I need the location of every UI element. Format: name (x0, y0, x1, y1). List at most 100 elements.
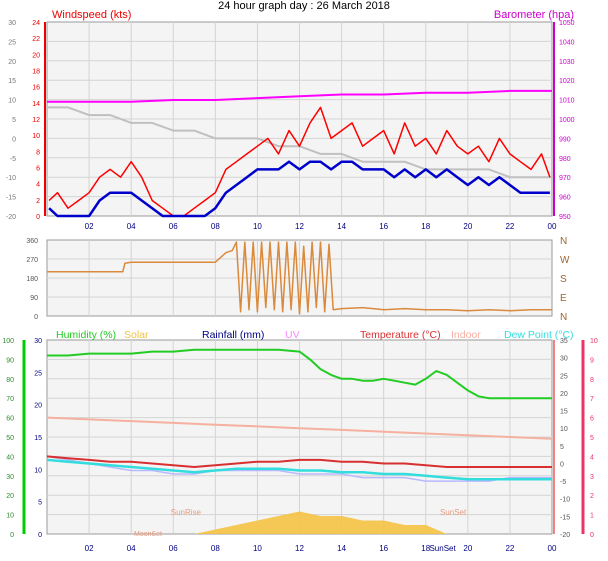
uv-tick: 1 (590, 513, 594, 520)
wind-outer-tick: 0 (12, 136, 16, 143)
legend-6: Indoor (451, 329, 481, 341)
humidity-tick: 40 (6, 454, 14, 461)
temperature-line (46, 455, 552, 468)
legend-3: Rainfall (mm) (202, 329, 264, 341)
hum-xtick: 04 (127, 544, 136, 553)
rain-tick: 5 (38, 500, 42, 507)
wind-xtick: 22 (505, 222, 514, 231)
baro-tick: 990 (559, 136, 571, 143)
wind-outer-tick: -10 (6, 175, 16, 182)
legend-1: Humidity (%) (56, 329, 116, 341)
baro-tick: 1020 (559, 78, 575, 85)
wind-outer-tick: -20 (6, 214, 16, 221)
wind-tick: 0 (36, 214, 40, 221)
indoor-line (46, 416, 553, 440)
wind-xtick: 18 (421, 222, 430, 231)
humidity-tick: 80 (6, 377, 14, 384)
temp-tick: -5 (560, 479, 566, 486)
dewpoint-line (46, 458, 552, 481)
compass-label: W (560, 255, 570, 266)
uv-tick: 6 (590, 416, 594, 423)
humidity-tick: 0 (10, 532, 14, 539)
temp-tick: 10 (560, 426, 568, 433)
uv-tick: 9 (590, 357, 594, 364)
baro-tick: 980 (559, 156, 571, 163)
hum-xtick: 00 (548, 544, 557, 553)
legend-4: UV (285, 329, 300, 341)
wind-tick: 20 (32, 52, 40, 59)
wind-tick: 14 (32, 101, 40, 108)
hum-xtick: 08 (211, 544, 220, 553)
hum-xtick: 14 (337, 544, 346, 553)
compass-label: N (560, 236, 567, 247)
wind-tick: 22 (32, 36, 40, 43)
wind-xtick: 06 (169, 222, 178, 231)
humidity-tick: 60 (6, 416, 14, 423)
hum-xtick: 16 (379, 544, 388, 553)
rain-tick: 30 (34, 338, 42, 345)
wind-tick: 16 (32, 85, 40, 92)
wind-tick: 4 (36, 182, 40, 189)
dir-tick: 90 (30, 295, 38, 302)
wind-tick: 10 (32, 133, 40, 140)
wind-tick: 2 (36, 198, 40, 205)
dir-tick: 180 (26, 276, 38, 283)
temp-tick: 35 (560, 338, 568, 345)
wind-xtick: 14 (337, 222, 346, 231)
sunrise-label: SunRise (171, 508, 202, 517)
uv-tick: 0 (590, 532, 594, 539)
apparent-line (46, 455, 552, 482)
wind-outer-tick: 10 (8, 98, 16, 105)
wind-outer-tick: -15 (6, 195, 16, 202)
uv-tick: 3 (590, 474, 594, 481)
uv-tick: 2 (590, 493, 594, 500)
hum-xtick: 06 (169, 544, 178, 553)
temp-tick: 15 (560, 409, 568, 416)
hum-xtick: 20 (463, 544, 472, 553)
sunset-label: SunSet (440, 508, 467, 517)
humidity-tick: 70 (6, 396, 14, 403)
uv-tick: 7 (590, 396, 594, 403)
uv-tick: 10 (590, 338, 598, 345)
wind-xtick: 02 (85, 222, 94, 231)
humidity-tick: 90 (6, 357, 14, 364)
hum-xtick: 18 (421, 544, 430, 553)
windspeed-line (48, 106, 551, 217)
wind-xtick: 04 (127, 222, 136, 231)
baro-tick: 1000 (559, 117, 575, 124)
wind-tick: 12 (32, 117, 40, 124)
baro-tick: 1010 (559, 98, 575, 105)
solar-area (194, 511, 447, 534)
rain-tick: 20 (34, 403, 42, 410)
compass-label: S (560, 274, 567, 285)
wind-outer-tick: 20 (8, 59, 16, 66)
compass-label: N (560, 312, 567, 323)
baro-line (47, 89, 552, 103)
wind-outer-tick: 30 (8, 20, 16, 27)
wind-tick: 24 (32, 20, 40, 27)
uv-tick: 8 (590, 377, 594, 384)
temp-tick: -10 (560, 497, 570, 504)
hum-xtick: 10 (253, 544, 262, 553)
sunset-axis-label: SunSet (429, 544, 456, 553)
temp-tick: 5 (560, 444, 564, 451)
legend-5: Temperature (°C) (360, 329, 441, 341)
baro-axis-label: Barometer (hpa) (494, 9, 574, 21)
wind-avg-line (48, 160, 550, 218)
baro-tick: 1050 (559, 20, 575, 27)
wind-xtick: 12 (295, 222, 304, 231)
hum-xtick: 12 (295, 544, 304, 553)
dir-tick: 360 (26, 238, 38, 245)
rain-tick: 15 (34, 435, 42, 442)
hum-xtick: 22 (505, 544, 514, 553)
wind-xtick: 00 (548, 222, 557, 231)
dir-tick: 0 (34, 314, 38, 321)
wind-outer-tick: -5 (10, 156, 16, 163)
baro-tick: 960 (559, 195, 571, 202)
wind-tick: 18 (32, 69, 40, 76)
temp-tick: -15 (560, 514, 570, 521)
humidity-tick: 100 (2, 338, 14, 345)
baro-tick: 950 (559, 214, 571, 221)
wind-xtick: 10 (253, 222, 262, 231)
